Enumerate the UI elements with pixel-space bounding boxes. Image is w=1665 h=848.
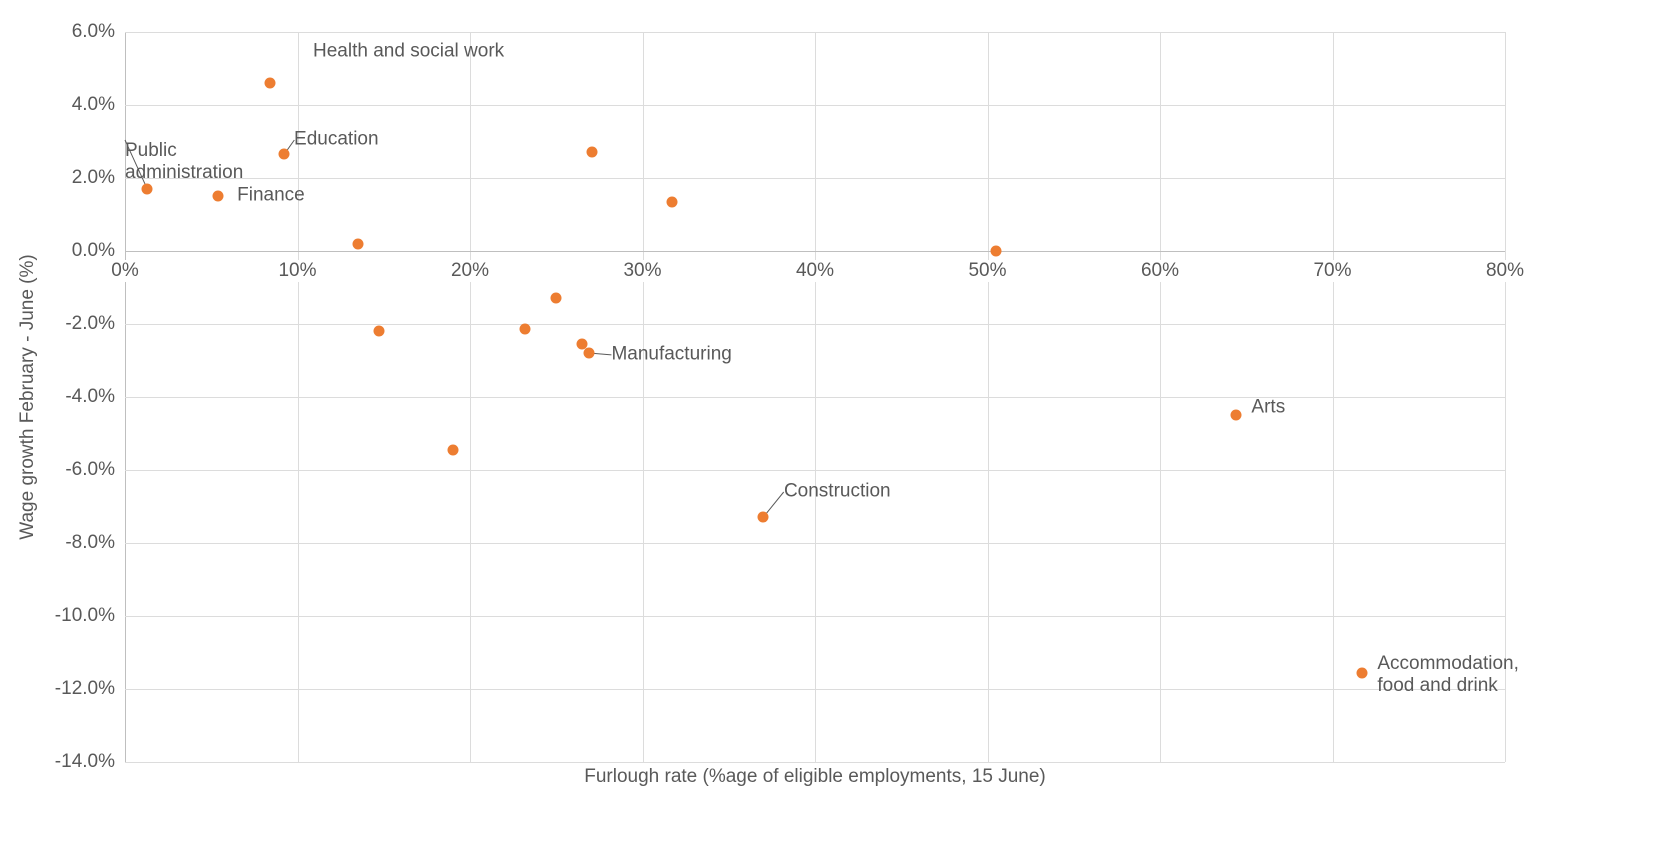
data-point: [584, 348, 595, 359]
data-point: [1356, 667, 1367, 678]
data-point: [1230, 410, 1241, 421]
data-point: [352, 238, 363, 249]
x-tick-label: 10%: [278, 260, 316, 282]
x-tick-label: 50%: [968, 260, 1006, 282]
gridline-horizontal: [125, 762, 1505, 763]
gridline-horizontal: [125, 470, 1505, 471]
x-tick-label: 40%: [796, 260, 834, 282]
y-tick-label: -8.0%: [65, 532, 115, 554]
label-public-administration: Public administration: [125, 140, 243, 186]
gridline-horizontal: [125, 616, 1505, 617]
gridline-horizontal: [125, 397, 1505, 398]
label-health-social-work: Health and social work: [313, 41, 504, 64]
gridline-horizontal: [125, 543, 1505, 544]
y-tick-label: -4.0%: [65, 386, 115, 408]
y-tick-label: -2.0%: [65, 313, 115, 335]
data-point: [666, 196, 677, 207]
x-axis-title: Furlough rate (%age of eligible employme…: [584, 766, 1046, 788]
x-tick-label: 70%: [1313, 260, 1351, 282]
data-point: [551, 293, 562, 304]
data-point: [278, 149, 289, 160]
data-point: [758, 512, 769, 523]
gridline-horizontal: [125, 178, 1505, 179]
y-axis-title: Wage growth February - June (%): [17, 254, 39, 539]
x-tick-label: 20%: [451, 260, 489, 282]
gridline-horizontal: [125, 105, 1505, 106]
label-finance: Finance: [237, 185, 305, 208]
y-tick-label: -12.0%: [55, 678, 115, 700]
x-tick-label: 30%: [623, 260, 661, 282]
data-point: [991, 246, 1002, 257]
plot-area: 0%10%20%30%40%50%60%70%80%Health and soc…: [125, 32, 1505, 762]
y-tick-label: 4.0%: [72, 94, 115, 116]
label-manufacturing: Manufacturing: [611, 344, 731, 367]
gridline-horizontal: [125, 324, 1505, 325]
y-tick-label: -6.0%: [65, 459, 115, 481]
wage-growth-vs-furlough-chart: 0% 10% 20% 30% 40% 50% 60% 70% 80% Health and soc…: [0, 0, 1665, 848]
data-point: [213, 191, 224, 202]
x-tick-label: 60%: [1141, 260, 1179, 282]
y-tick-label: -14.0%: [55, 751, 115, 773]
x-tick-label: 80%: [1486, 260, 1524, 282]
data-point: [264, 78, 275, 89]
x-tick-label: 0%: [111, 260, 138, 282]
data-point: [520, 324, 531, 335]
data-point: [447, 444, 458, 455]
gridline-horizontal: [125, 32, 1505, 33]
gridline-horizontal: [125, 689, 1505, 690]
y-tick-label: -10.0%: [55, 605, 115, 627]
x-axis-line: [125, 251, 1505, 252]
label-arts: Arts: [1251, 397, 1285, 420]
y-tick-label: 0.0%: [72, 240, 115, 262]
label-education: Education: [294, 128, 379, 151]
data-point: [587, 147, 598, 158]
y-tick-label: 2.0%: [72, 167, 115, 189]
data-point: [373, 326, 384, 337]
y-tick-label: 6.0%: [72, 21, 115, 43]
label-accommodation-food-drink: Accommodation, food and drink: [1377, 653, 1519, 699]
label-construction: Construction: [784, 480, 891, 503]
